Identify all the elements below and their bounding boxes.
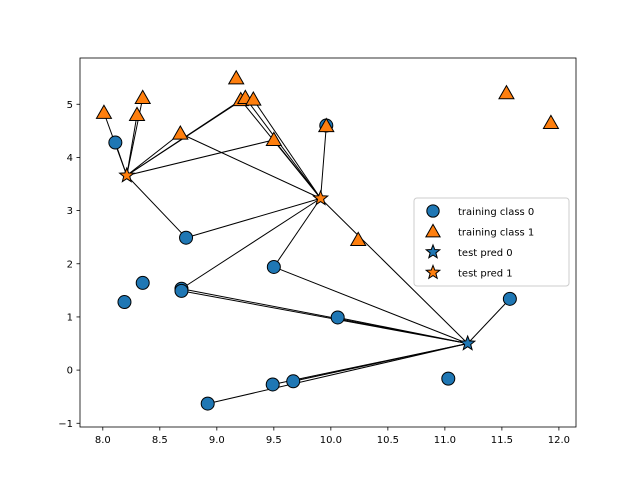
neighbor-line: [337, 316, 468, 345]
class1-point: [542, 114, 560, 129]
class1-point: [171, 124, 189, 140]
legend-marker: [425, 223, 441, 238]
test-point: [118, 166, 136, 183]
neighbor-line: [126, 175, 187, 239]
test-point: [459, 334, 477, 351]
neighbor-line: [320, 198, 469, 344]
class0-point: [330, 310, 345, 325]
legend-box: [413, 197, 570, 287]
y-tick-label: 1: [67, 312, 73, 323]
neighbor-line: [272, 343, 468, 385]
class0-point: [108, 135, 123, 150]
neighbor-line: [126, 97, 144, 176]
x-tick-label: 11.0: [434, 435, 456, 446]
x-tick-label: 12.0: [548, 435, 570, 446]
neighbor-line: [126, 133, 181, 176]
x-tick-label: 11.5: [491, 435, 513, 446]
neighbor-line: [252, 99, 322, 199]
class1-point: [134, 89, 152, 105]
x-tick-label: 8.5: [152, 435, 168, 446]
test-point: [312, 189, 330, 206]
class0-point: [174, 283, 189, 298]
y-tick-label: 0: [67, 366, 73, 377]
neighbor-line: [467, 298, 511, 344]
y-tick-label: 5: [67, 100, 73, 111]
legend: training class 0 training class 1 test pre…: [413, 197, 570, 287]
class0-point: [200, 396, 215, 411]
neighbor-line: [273, 198, 322, 268]
class0-point: [135, 275, 150, 290]
neighbor-lines: [103, 97, 511, 405]
class1-point: [265, 131, 283, 147]
x-tick-label: 9.5: [266, 435, 282, 446]
class1-point: [227, 69, 245, 85]
neighbor-line: [320, 126, 327, 199]
x-tick-label: 10.5: [377, 435, 399, 446]
neighbor-line: [273, 139, 321, 199]
x-tick-label: 9.0: [209, 435, 225, 446]
x-tick-label: 8.0: [95, 435, 111, 446]
class0-point: [179, 230, 194, 245]
class0-point: [117, 295, 132, 310]
y-tick-label: 3: [67, 206, 73, 217]
neighbor-line: [126, 139, 274, 176]
legend-marker: [424, 263, 442, 280]
legend-label: test pred 1: [458, 269, 513, 280]
neighbor-line: [244, 97, 321, 199]
x-axis-ticks: 8.0 8.5 9.0 9.5 10.0 10.5 11.0 11.5 12.0: [95, 427, 570, 446]
neighbor-line: [185, 197, 321, 239]
class1-point: [349, 231, 367, 246]
x-tick-label: 10.0: [320, 435, 342, 446]
y-tick-label: 4: [67, 153, 73, 164]
legend-marker: [424, 243, 442, 259]
axes-frame: [79, 57, 577, 428]
class0-point: [286, 374, 301, 389]
class1-point: [498, 84, 515, 100]
class0-point: [502, 291, 517, 306]
neighbor-line: [181, 197, 321, 290]
y-axis-ticks: −1 0 1 2 3 4 5: [58, 100, 80, 430]
neighbor-line: [207, 343, 468, 405]
neighbor-line: [180, 133, 321, 199]
class0-point: [441, 371, 456, 386]
data-points: [95, 69, 560, 411]
neighbor-line: [273, 266, 468, 344]
y-tick-label: −1: [58, 419, 73, 430]
legend-label: training class 1: [458, 228, 534, 239]
neighbor-line: [181, 290, 468, 345]
legend-marker: [426, 204, 440, 218]
class0-point: [266, 259, 281, 274]
class1-point: [317, 117, 335, 133]
class1-point: [244, 90, 262, 106]
class1-point: [95, 104, 113, 119]
legend-label: training class 0: [458, 207, 534, 218]
y-tick-label: 2: [67, 259, 73, 270]
class1-point: [128, 106, 146, 122]
class0-point: [265, 377, 280, 392]
legend-label: test pred 0: [458, 248, 513, 259]
